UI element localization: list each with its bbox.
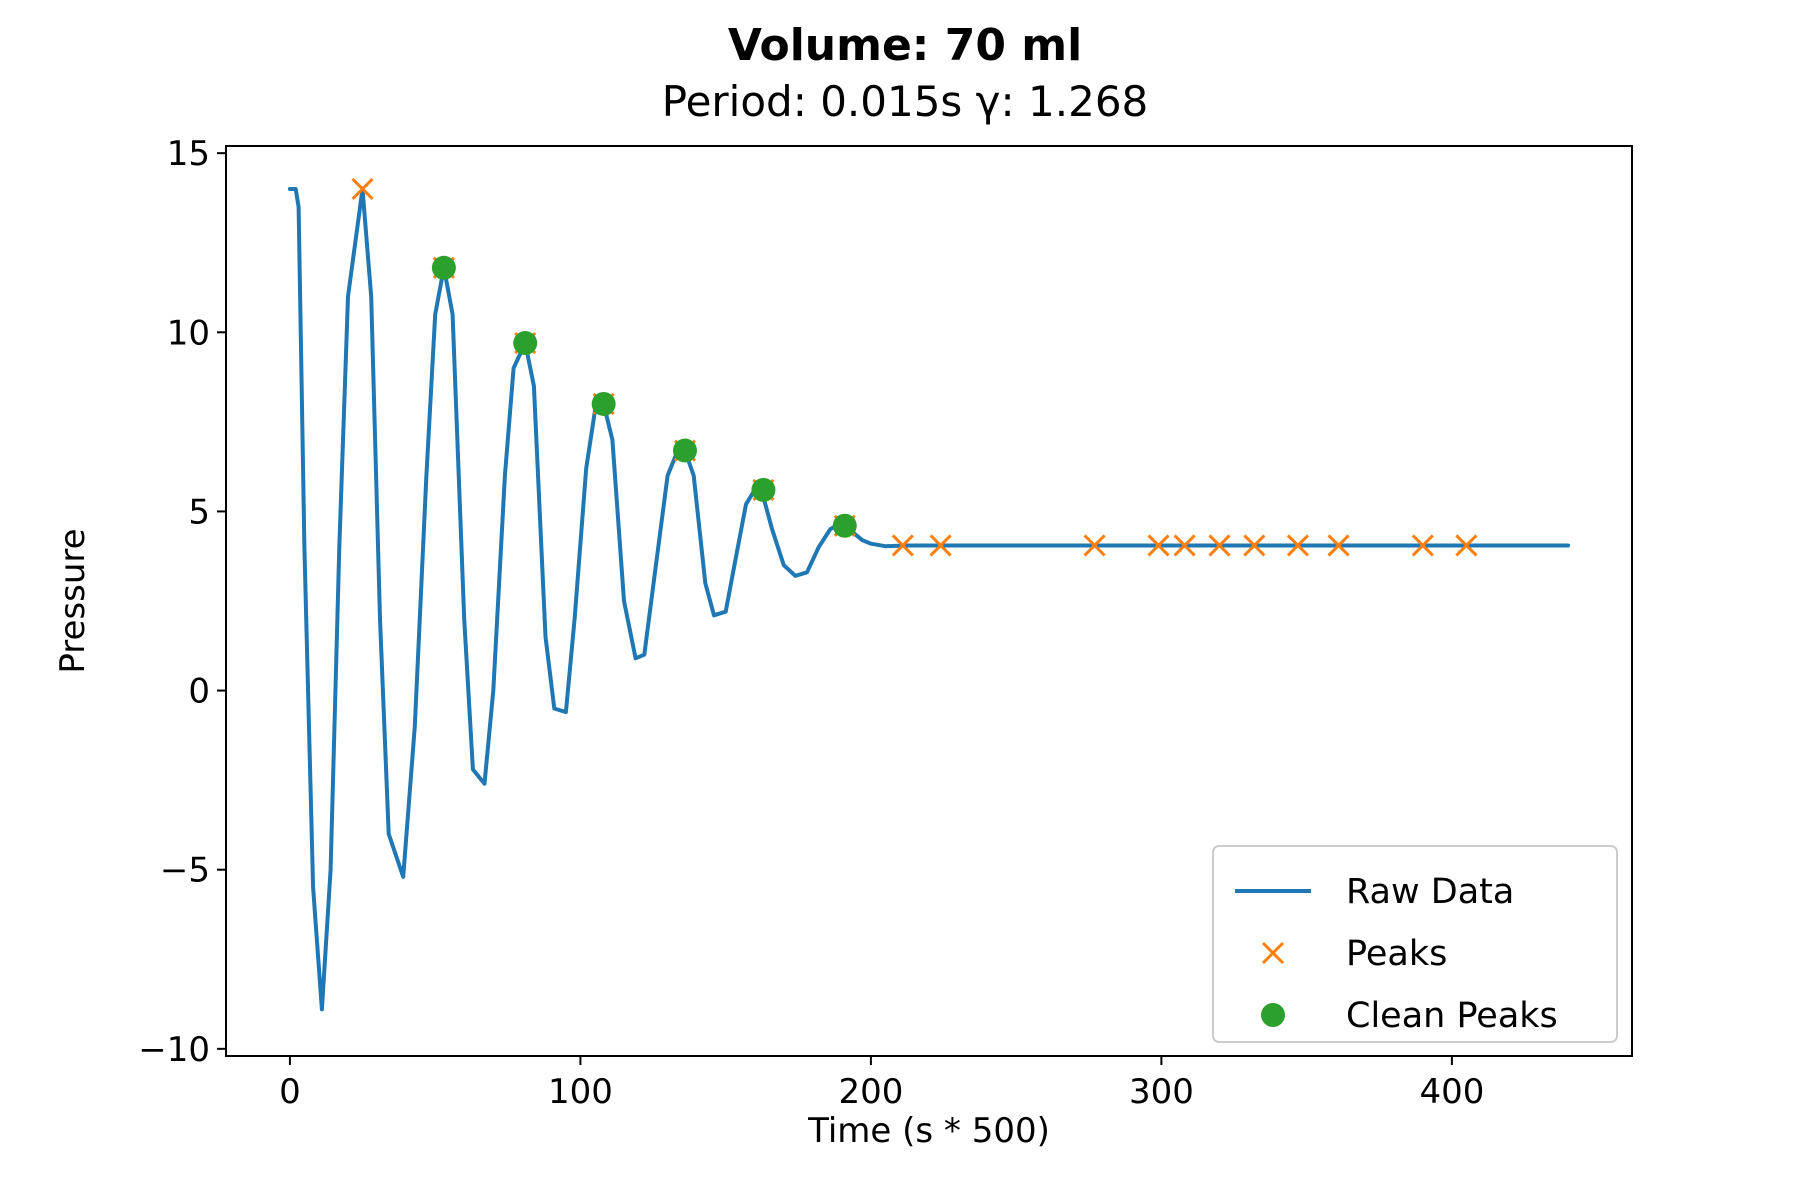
legend-label-raw: Raw Data [1346, 872, 1514, 912]
clean-peak-marker [591, 391, 616, 416]
x-tick-label: 400 [1419, 1072, 1484, 1112]
y-axis-ticks: 15 10 5 0 −5 −10 [138, 134, 226, 1070]
y-tick-label: −5 [160, 851, 210, 891]
clean-peak-marker [672, 438, 697, 463]
peak-marker [1455, 534, 1478, 557]
peak-marker [891, 534, 914, 557]
y-axis-label: Pressure [53, 528, 93, 673]
y-tick-label: 0 [188, 672, 210, 712]
peak-marker [1243, 534, 1266, 557]
y-tick-label: 15 [167, 134, 210, 174]
peak-marker [351, 177, 374, 201]
peak-marker [1083, 534, 1106, 557]
plot-area [287, 177, 1571, 1012]
peak-marker [1286, 534, 1309, 557]
legend-peaks-x-icon [1261, 941, 1285, 965]
x-axis-label: Time (s * 500) [807, 1111, 1050, 1151]
clean-peak-marker [832, 513, 857, 538]
peak-marker [1327, 534, 1350, 557]
x-tick-label: 300 [1129, 1072, 1194, 1112]
chart-title: Volume: 70 ml [728, 20, 1082, 71]
clean-peak-marker [431, 255, 456, 280]
x-tick-label: 200 [838, 1072, 903, 1112]
legend-label-peaks: Peaks [1346, 934, 1447, 974]
x-tick-label: 0 [279, 1072, 301, 1112]
legend-box [1212, 845, 1618, 1043]
peak-marker [1147, 534, 1170, 557]
clean-peak-marker [513, 331, 538, 356]
peak-marker [1173, 534, 1196, 557]
clean-peak-marker [751, 477, 776, 502]
y-tick-label: 5 [188, 492, 210, 532]
chart-subtitle: Period: 0.015s γ: 1.268 [662, 77, 1149, 126]
x-tick-label: 100 [548, 1072, 613, 1112]
peak-marker [929, 534, 952, 557]
legend: Raw Data Peaks Clean Peaks [1212, 845, 1618, 1043]
y-tick-label: −10 [138, 1030, 210, 1070]
axes-frame [225, 145, 1633, 1057]
peak-marker [1208, 534, 1231, 557]
peak-marker [1411, 534, 1434, 557]
legend-clean-dot-icon [1261, 1003, 1285, 1027]
x-axis-ticks: 0 100 200 300 400 [279, 1056, 1484, 1112]
y-tick-label: 10 [167, 313, 210, 353]
legend-label-clean: Clean Peaks [1346, 996, 1558, 1036]
